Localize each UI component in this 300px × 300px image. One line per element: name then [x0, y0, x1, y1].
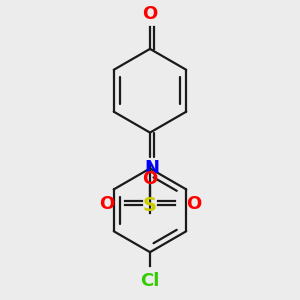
- Text: S: S: [143, 196, 157, 215]
- Text: O: O: [99, 195, 114, 213]
- Text: O: O: [142, 5, 158, 23]
- Text: Cl: Cl: [140, 272, 160, 290]
- Text: O: O: [142, 170, 158, 188]
- Text: O: O: [186, 195, 201, 213]
- Text: N: N: [145, 160, 160, 178]
